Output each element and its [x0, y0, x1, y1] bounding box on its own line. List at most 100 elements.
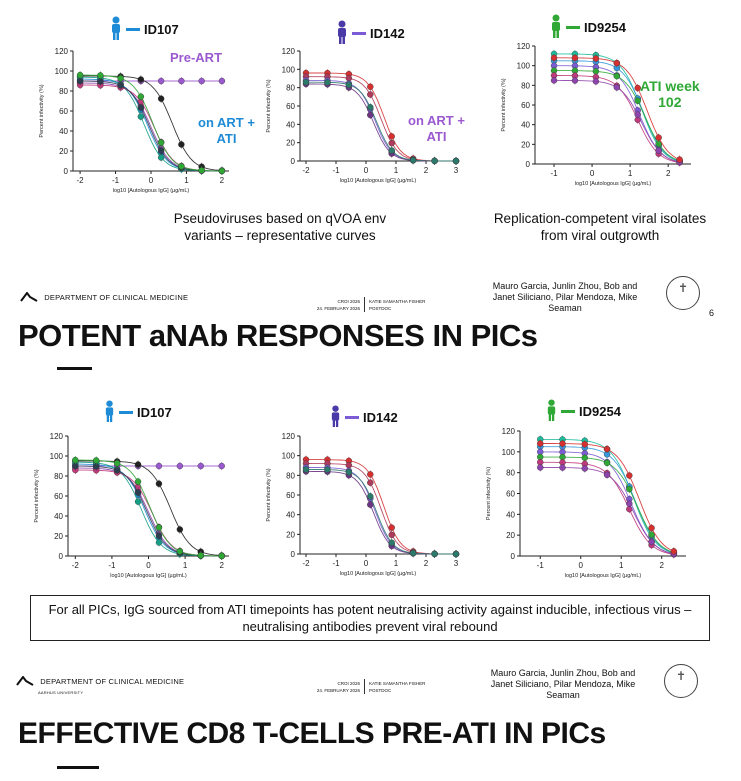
- y-axis-label: Percent infectivity (%): [486, 467, 492, 520]
- y-tick-label: 0: [511, 552, 516, 561]
- y-tick-label: 40: [506, 510, 515, 519]
- curve-line: [80, 74, 222, 172]
- data-point: [324, 466, 331, 473]
- data-point: [137, 76, 145, 83]
- y-tick-label: 40: [286, 511, 295, 520]
- data-point: [93, 463, 100, 470]
- collaborators: Mauro Garcia, Junlin Zhou, Bob and Janet…: [490, 668, 636, 700]
- data-point: [367, 493, 374, 500]
- participant-id: ID107: [144, 22, 179, 37]
- data-point: [72, 456, 79, 464]
- data-point: [648, 524, 655, 532]
- person-icon: [546, 399, 557, 424]
- aarhus-logo-icon: [20, 291, 38, 304]
- data-point: [634, 84, 641, 92]
- y-tick-label: 0: [526, 160, 531, 169]
- data-point: [134, 478, 142, 485]
- y-tick-label: 100: [282, 65, 296, 74]
- x-tick-label: 2: [219, 561, 224, 570]
- annotation-pre-art: Pre-ART: [170, 50, 223, 65]
- data-point: [571, 54, 579, 62]
- data-point: [613, 59, 621, 67]
- data-point: [648, 538, 655, 546]
- x-tick-label: -1: [332, 559, 340, 568]
- department-name: DEPARTMENT OF CLINICAL MEDICINE: [44, 292, 189, 302]
- slide-title-effective: EFFECTIVE CD8 T-CELLS PRE-ATI IN PICs: [18, 717, 606, 750]
- data-point: [157, 77, 165, 85]
- legend-dash: [126, 28, 140, 31]
- data-point: [613, 72, 621, 80]
- data-point: [134, 489, 142, 496]
- data-point: [655, 134, 662, 141]
- legend-dash: [119, 411, 133, 414]
- x-tick-label: 1: [394, 559, 399, 568]
- data-point: [592, 55, 600, 62]
- data-point: [178, 141, 185, 148]
- data-point: [634, 111, 641, 118]
- data-point: [155, 480, 163, 487]
- data-point: [367, 471, 374, 478]
- chart-id142-top: 0 20 40 60 80 100 120 -2 -1 0 1 2 3 log10 [Autologous…: [266, 47, 460, 184]
- y-tick-label: 100: [282, 452, 296, 461]
- x-tick-label: 0: [146, 561, 151, 570]
- x-tick-label: 1: [394, 166, 399, 175]
- participant-id: ID9254: [579, 404, 621, 419]
- data-point: [655, 147, 662, 154]
- x-tick-label: 1: [184, 176, 189, 185]
- footer-author: KATIE SAMANTHA FISHER POSTDOC: [369, 680, 425, 694]
- person-icon: [550, 14, 562, 41]
- data-point: [155, 539, 163, 546]
- y-tick-label: 20: [54, 532, 63, 541]
- y-tick-label: 40: [521, 121, 530, 130]
- data-point: [388, 147, 395, 154]
- y-tick-label: 20: [59, 147, 68, 156]
- university-seal-icon: [666, 276, 700, 310]
- data-point: [157, 154, 165, 161]
- data-point: [218, 77, 226, 85]
- x-axis-label: log10 [Autologous IgG] (µg/mL): [113, 188, 190, 194]
- y-tick-label: 120: [502, 427, 516, 436]
- x-tick-label: 0: [364, 166, 369, 175]
- data-point: [676, 156, 683, 163]
- data-point: [324, 79, 331, 86]
- author-name: KATIE SAMANTHA FISHER: [369, 299, 426, 304]
- footer-event: CROI 2026 24. FEBRUARY 2026: [310, 680, 360, 694]
- x-tick-label: -1: [537, 561, 545, 570]
- x-tick-label: 0: [579, 561, 584, 570]
- data-point: [134, 461, 142, 468]
- y-tick-label: 60: [59, 107, 68, 116]
- data-point: [176, 462, 184, 470]
- data-point: [155, 524, 163, 531]
- data-point: [302, 78, 310, 86]
- data-point: [113, 467, 121, 474]
- x-tick-label: 2: [659, 561, 664, 570]
- title-underline: [57, 367, 92, 370]
- person-icon: [336, 20, 348, 47]
- participant-label-id9254: ID9254: [550, 14, 626, 41]
- data-point: [367, 479, 374, 486]
- event-date: 24. FEBRUARY 2026: [316, 306, 360, 311]
- participant-id: ID107: [137, 405, 172, 420]
- legend-dash: [352, 32, 366, 35]
- data-point: [178, 163, 185, 170]
- participant-id: ID142: [363, 410, 398, 425]
- x-tick-label: 1: [628, 169, 633, 178]
- data-point: [613, 84, 621, 91]
- aarhus-logo-icon: [16, 675, 34, 688]
- data-point: [431, 157, 438, 165]
- x-axis-label: log10 [Autologous IgG] (µg/mL): [110, 573, 187, 579]
- author-role: POSTDOC: [369, 306, 392, 311]
- curve-line: [306, 470, 456, 555]
- event-name: CROI 2026: [337, 299, 360, 304]
- department-name: DEPARTMENT OF CLINICAL MEDICINE: [40, 676, 185, 686]
- data-point: [113, 460, 121, 467]
- data-point: [218, 462, 225, 470]
- author-role: POSTDOC: [369, 688, 392, 693]
- x-tick-label: 2: [424, 166, 429, 175]
- data-point: [137, 93, 145, 100]
- event-date: 24. FEBRUARY 2026: [316, 688, 360, 693]
- x-tick-label: 0: [364, 559, 369, 568]
- data-point: [452, 157, 460, 165]
- y-tick-label: 40: [54, 512, 63, 521]
- data-point: [198, 167, 205, 174]
